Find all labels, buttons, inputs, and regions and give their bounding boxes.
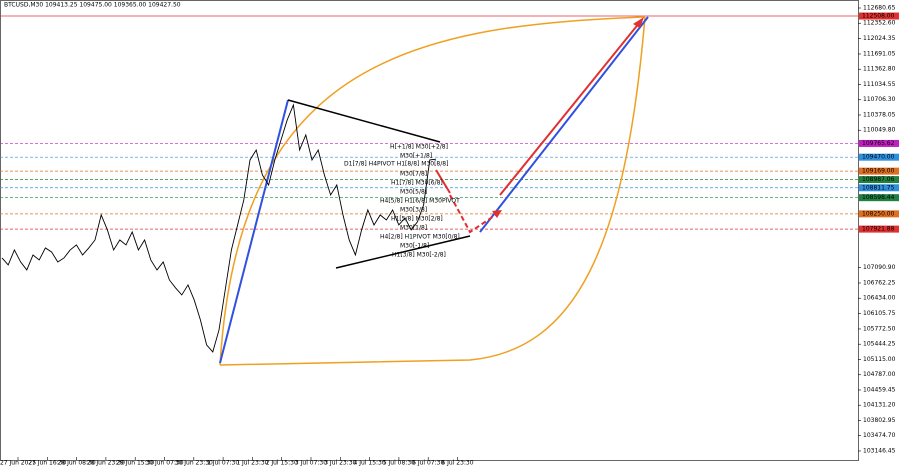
y-tick-label: 104131.20	[863, 402, 896, 409]
triangle-line	[335, 235, 471, 269]
x-tick-label: 3 Jul 23:30	[324, 460, 356, 467]
level-annotation: H4[5/8] H1[6/8] M30PIVOT	[380, 198, 460, 205]
level-label: 108598.44	[862, 194, 895, 201]
x-tick-label: 28 Jun 23:30	[87, 460, 125, 467]
y-tick-label: 104459.45	[863, 386, 896, 393]
plot-frame	[0, 0, 859, 461]
level-label: 109169.00	[862, 168, 895, 175]
level-tag	[859, 184, 899, 192]
level-tag	[859, 139, 899, 147]
y-tick-label: 110706.30	[863, 96, 896, 103]
y-tick-label: 103474.70	[863, 432, 896, 439]
y-tick-label: 105772.50	[863, 325, 896, 332]
level-annotation: M30[-1/8]	[400, 243, 429, 250]
level-label: 109470.00	[862, 154, 895, 161]
level-annotation: M30[3/8]	[400, 207, 427, 214]
arrow-head	[633, 17, 644, 28]
level-tag	[859, 194, 899, 202]
level-tag	[859, 176, 899, 184]
y-tick-label: 106762.25	[863, 279, 896, 286]
arrow-head	[492, 210, 502, 218]
level-annotation: H1[3/8] M30[-2/8]	[392, 252, 446, 259]
y-tick-label: 110378.05	[863, 111, 896, 118]
level-annotation: H4[2/8] H1PIVOT M30[0/8]	[380, 234, 460, 241]
y-tick-label: 107090.90	[863, 264, 896, 271]
level-tag	[859, 153, 899, 161]
projection-arrow	[435, 169, 451, 194]
y-tick-label: 106434.00	[863, 295, 896, 302]
x-tick-label: 30 Jun 07:30	[145, 460, 183, 467]
y-tick-label: 104787.00	[863, 371, 896, 378]
y-tick-label: 106105.75	[863, 310, 896, 317]
level-tag	[859, 210, 899, 218]
arc-lower	[219, 16, 646, 366]
level-tag	[859, 167, 899, 175]
level-tag	[859, 225, 899, 233]
level-annotation: D1[7/8] H4PIVOT H1[8/8] M30[8/8]	[344, 161, 448, 168]
level-label: 107921.88	[862, 226, 895, 233]
trend-line	[479, 16, 649, 233]
level-label: 112508.00	[862, 13, 895, 20]
level-label: 109765.62	[862, 140, 895, 147]
x-tick-label: 1 Jul 07:30	[207, 460, 239, 467]
x-tick-label: 3 Jul 07:30	[295, 460, 327, 467]
y-tick-label: 112352.60	[863, 20, 896, 27]
y-tick-label: 112024.35	[863, 35, 896, 42]
level-annotation: M30[1/8]	[400, 225, 427, 232]
level-tag	[859, 12, 899, 20]
level-annotation: M30[7/8]	[400, 171, 427, 178]
x-tick-label: 1 Jul 23:30	[236, 460, 268, 467]
trend-line	[219, 99, 289, 364]
y-tick-label: 111034.55	[863, 81, 896, 88]
y-tick-label: 110049.80	[863, 127, 896, 134]
x-tick-label: 6 Jul 23:30	[441, 460, 473, 467]
y-tick-label: 105115.00	[863, 356, 896, 363]
level-label: 108811.75	[862, 184, 895, 191]
y-tick-label: 111362.80	[863, 66, 896, 73]
y-tick-label: 103802.95	[863, 417, 896, 424]
level-annotation: H1[7/8] M30[6/8]	[391, 180, 443, 187]
level-annotation: H1[5/8] M30[2/8]	[391, 216, 443, 223]
y-tick-label: 112680.65	[863, 5, 896, 12]
projection-arrow	[499, 21, 641, 196]
x-tick-label: 30 Jun 23:30	[175, 460, 213, 467]
x-tick-label: 5 Jul 08:30	[383, 460, 415, 467]
level-label: 108987.06	[862, 176, 895, 183]
price-line	[1, 103, 437, 353]
triangle-line	[287, 99, 441, 143]
chart-title: BTCUSD,M30 109413.25 109475.00 109365.00…	[4, 2, 181, 9]
y-tick-label: 103146.45	[863, 447, 896, 454]
x-tick-label: 27 Jun 2025	[0, 460, 36, 467]
y-tick-label: 105444.25	[863, 341, 896, 348]
level-annotation: M30[+1/8]	[400, 153, 432, 160]
x-tick-label: 2 Jul 15:30	[266, 460, 298, 467]
x-tick-label: 28 Jun 08:30	[58, 460, 96, 467]
x-tick-label: 29 Jun 15:30	[116, 460, 154, 467]
projection-dashed	[449, 194, 501, 234]
level-annotation: M30[5/8]	[400, 189, 427, 196]
x-tick-label: 27 Jun 16:30	[28, 460, 66, 467]
level-label: 108250.00	[862, 210, 895, 217]
x-tick-label: 6 Jul 07:30	[412, 460, 444, 467]
x-tick-label: 4 Jul 15:30	[354, 460, 386, 467]
level-annotation: H[+1/8] M30[+2/8]	[390, 144, 448, 151]
arc-upper	[219, 16, 646, 366]
y-tick-label: 111691.05	[863, 50, 896, 57]
